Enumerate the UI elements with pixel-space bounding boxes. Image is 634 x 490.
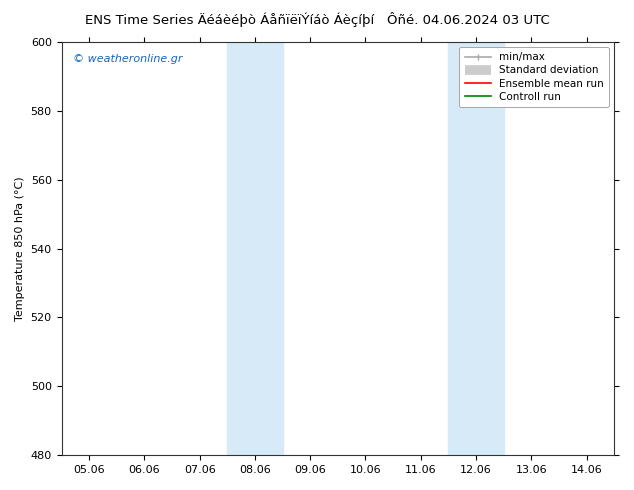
Legend: min/max, Standard deviation, Ensemble mean run, Controll run: min/max, Standard deviation, Ensemble me… <box>460 47 609 107</box>
Y-axis label: Temperature 850 hPa (°C): Temperature 850 hPa (°C) <box>15 176 25 321</box>
Bar <box>228 42 283 455</box>
Bar <box>448 42 503 455</box>
Text: ENS Time Series Äéáèéþò ÁåñïëïÝíáò Áèçíþí   Ôñé. 04.06.2024 03 UTC: ENS Time Series Äéáèéþò ÁåñïëïÝíáò Áèçíþ… <box>84 12 550 27</box>
Text: © weatheronline.gr: © weatheronline.gr <box>72 54 182 64</box>
